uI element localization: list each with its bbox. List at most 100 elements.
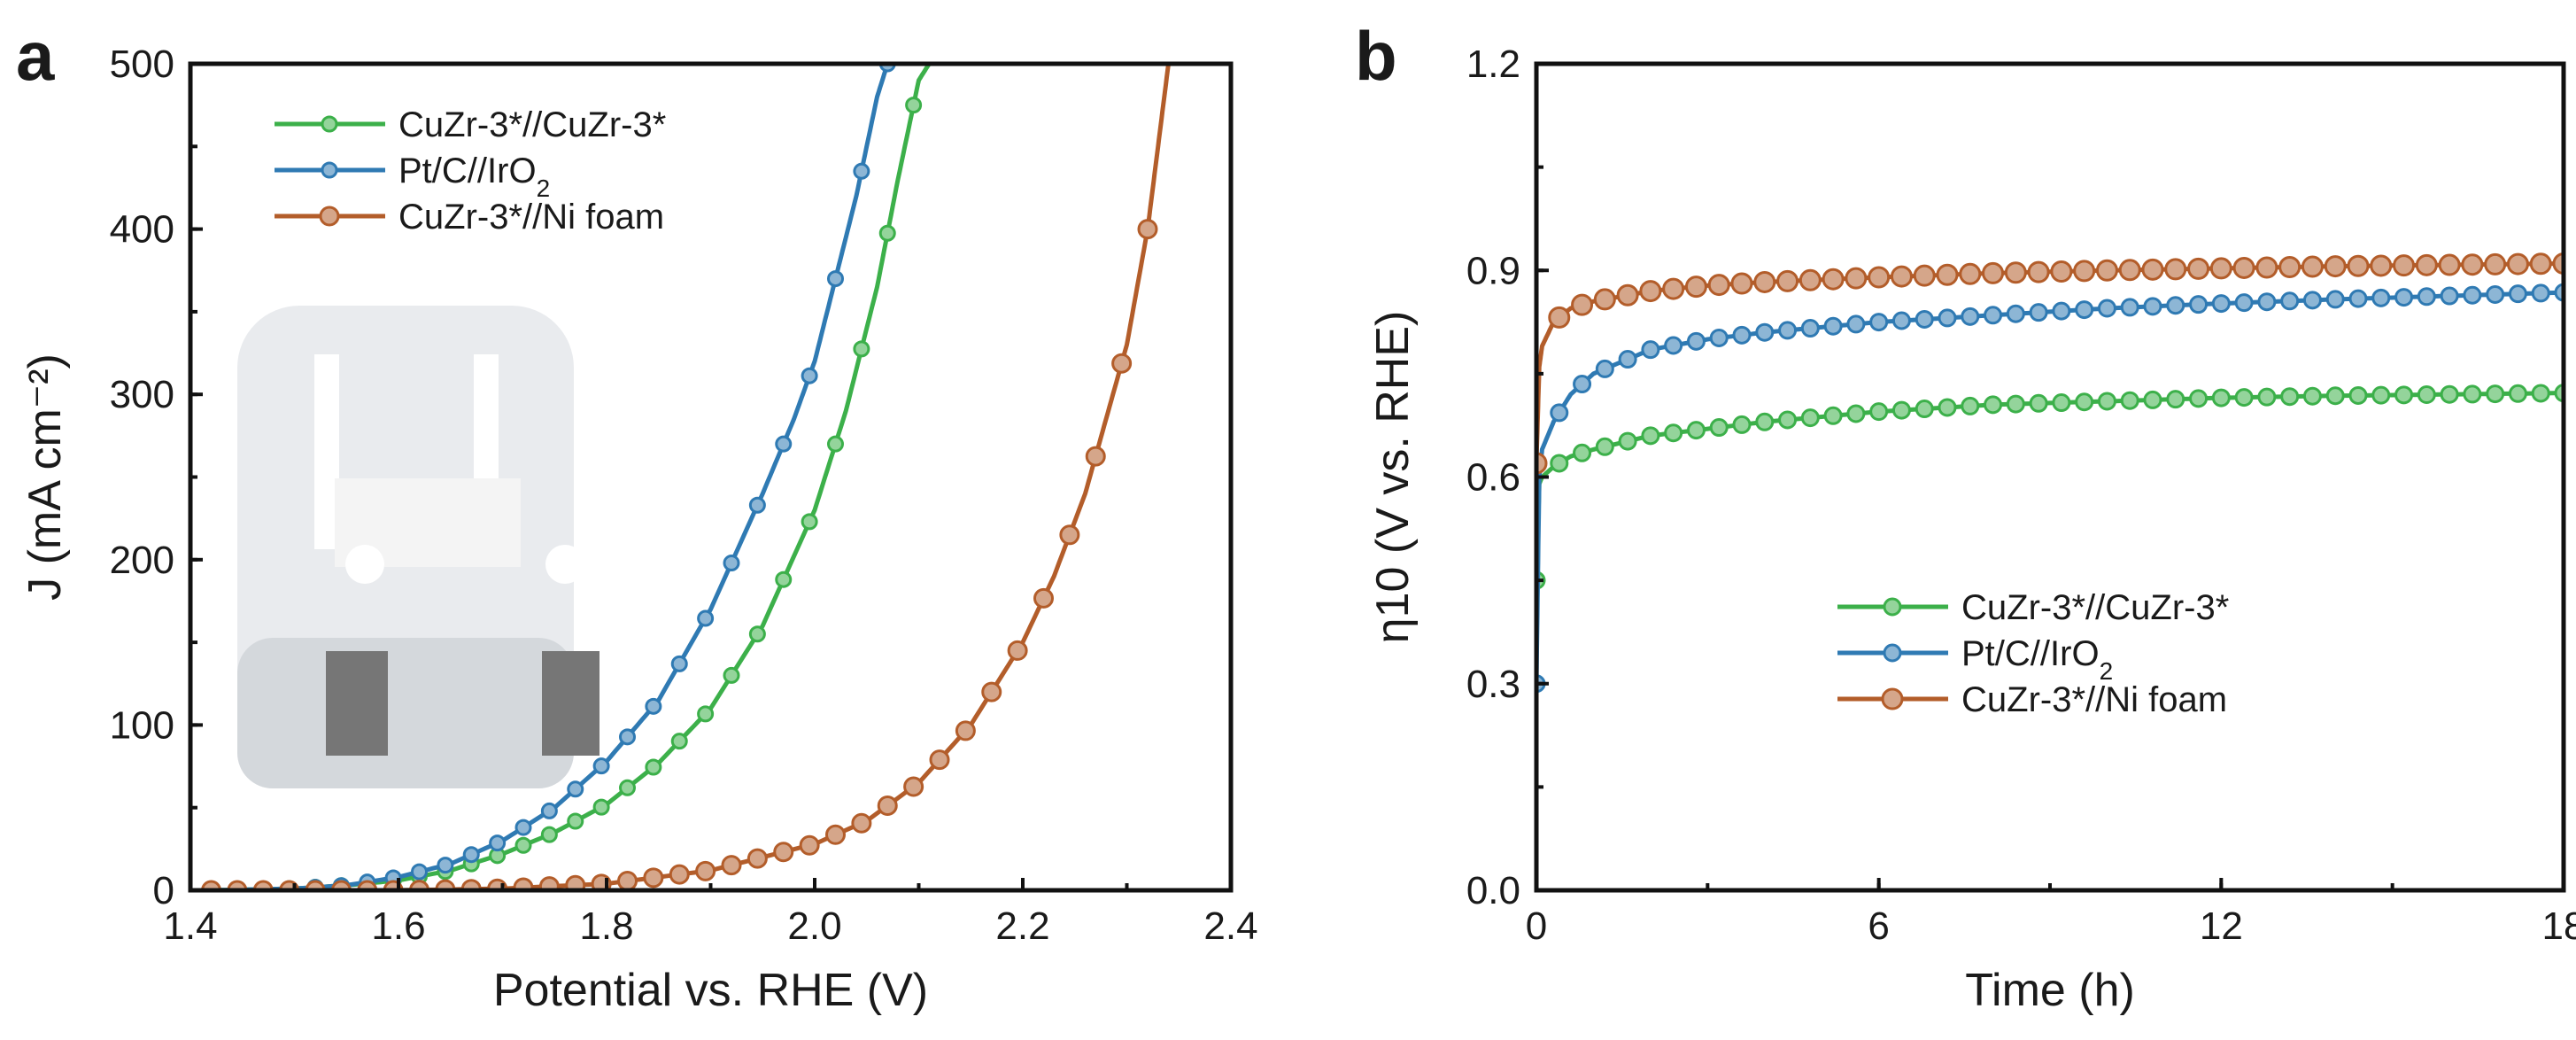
data-point: [514, 836, 532, 854]
data-point: [2006, 394, 2025, 414]
data-point: [2097, 392, 2116, 411]
data-point: [513, 877, 534, 890]
data-point: [2302, 291, 2322, 310]
data-point: [1755, 412, 1775, 431]
data-point: [1753, 270, 1776, 293]
data-point: [723, 666, 740, 684]
data-point: [2371, 288, 2391, 307]
legend-swatch-marker: [319, 206, 340, 227]
data-point: [878, 224, 896, 242]
data-point: [2073, 260, 2096, 283]
data-point: [1961, 396, 1980, 415]
data-point: [2234, 293, 2254, 313]
y-tick-label: 0.0: [1466, 869, 1520, 912]
y-axis-label: η10 (V vs. RHE): [1367, 311, 1419, 644]
data-point: [2440, 384, 2459, 404]
data-point: [1571, 293, 1594, 316]
data-point: [2234, 388, 2254, 407]
axes-a: 1.4 1.6 1.8 2.0 2.2 2.4 0 100 200 300 400 500 Potent…: [19, 43, 1258, 1016]
inset-knob-left: [345, 545, 384, 584]
data-point: [1846, 404, 1866, 423]
data-point: [411, 863, 428, 881]
data-point: [827, 270, 844, 288]
data-point: [2143, 390, 2162, 409]
x-tick-label: 1.4: [163, 904, 217, 948]
data-point: [2209, 257, 2232, 280]
data-point: [2141, 258, 2164, 281]
inset-electrolyte: [237, 638, 574, 788]
data-point: [2486, 384, 2505, 404]
data-point: [2120, 391, 2139, 410]
data-point: [748, 625, 766, 643]
data-point: [2438, 253, 2461, 276]
data-point: [1593, 288, 1616, 311]
data-point: [2484, 252, 2507, 276]
data-point: [2486, 284, 2505, 304]
data-point: [592, 798, 610, 816]
legend-swatch-marker: [1883, 643, 1902, 663]
data-point: [2029, 303, 2048, 322]
data-point: [723, 555, 740, 572]
data-point: [905, 97, 923, 114]
y-tick-label: 400: [110, 208, 174, 252]
data-point: [1548, 306, 1571, 329]
data-point: [2508, 284, 2527, 304]
data-point: [645, 758, 662, 776]
data-point: [2370, 254, 2393, 277]
series-CuZr-3*//CuZr-3*: [1536, 384, 2564, 590]
data-point: [2440, 286, 2459, 306]
data-point: [2166, 296, 2185, 315]
data-point: [1891, 400, 1911, 420]
x-axis-label: Time (h): [1965, 965, 2135, 1016]
data-point: [1536, 452, 1548, 475]
legend-label: CuZr-3*//Ni foam: [1961, 680, 2227, 719]
data-point: [2004, 261, 2027, 284]
data-point: [2347, 254, 2370, 277]
data-point: [2143, 297, 2162, 316]
data-point: [2211, 388, 2231, 407]
series-Pt/C//IrO2: [1536, 283, 2564, 694]
panel-b: b 0 6 12 18 0.0 0.3 0.6 0.9 1.2 Time (h) η10 (V vs…: [1355, 17, 2576, 1016]
data-point: [1776, 269, 1799, 292]
data-point: [2029, 393, 2048, 413]
data-point: [1800, 319, 1820, 338]
data-point: [1707, 274, 1730, 297]
data-point: [2417, 385, 2436, 405]
y-tick-label: 100: [110, 703, 174, 747]
data-point: [748, 496, 766, 514]
legend-label: CuZr-3*//CuZr-3*: [398, 105, 666, 144]
data-point: [2164, 258, 2187, 281]
data-point: [619, 779, 636, 796]
data-point: [1618, 350, 1637, 369]
legend-swatch-marker: [321, 161, 338, 179]
data-point: [2232, 256, 2255, 279]
data-point: [1913, 264, 1936, 287]
data-point: [1550, 454, 1569, 473]
data-point: [1595, 437, 1614, 456]
data-point: [2531, 283, 2550, 303]
data-point: [1823, 316, 1843, 336]
y-tick-label: 300: [110, 373, 174, 416]
data-point: [1845, 267, 1868, 290]
data-point: [538, 876, 560, 890]
panel-a-letter: a: [16, 17, 55, 95]
data-point: [2506, 252, 2529, 276]
data-point: [2211, 294, 2231, 314]
data-point: [2531, 384, 2550, 403]
data-point: [670, 733, 688, 750]
data-point: [2348, 385, 2368, 405]
data-point: [2371, 385, 2391, 405]
data-point: [853, 162, 870, 180]
data-point: [851, 812, 872, 834]
legend-label: CuZr-3*//Ni foam: [398, 198, 664, 237]
data-point: [1890, 265, 1913, 288]
data-point: [903, 776, 924, 797]
data-point: [1938, 308, 1957, 328]
data-point: [2301, 255, 2324, 278]
inset-knob-right: [545, 545, 584, 584]
data-point: [799, 834, 820, 856]
data-point: [2050, 260, 2073, 283]
data-point: [1639, 280, 1662, 303]
x-tick-label: 1.6: [371, 904, 425, 948]
